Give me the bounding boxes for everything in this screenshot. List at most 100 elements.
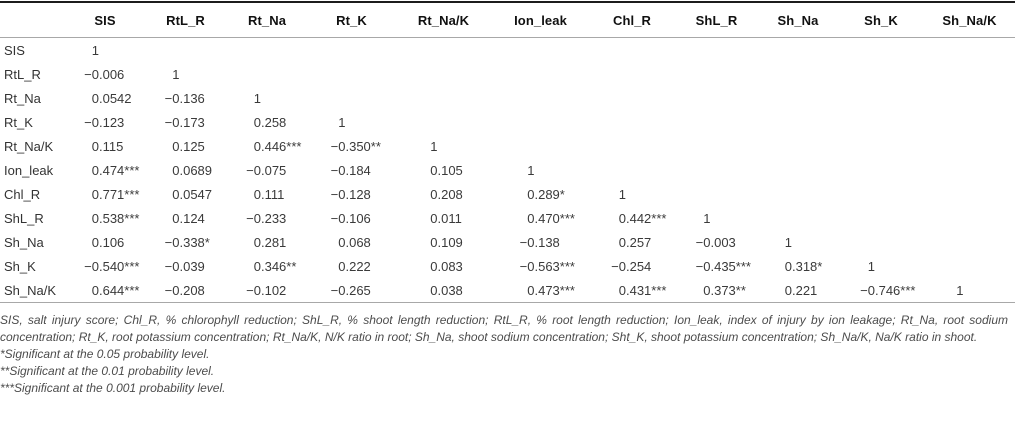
table-row: Sh_Na 0.106 −0.338* 0.281 0.068 0.109 −0.138 0.… — [0, 230, 1015, 254]
correlation-cell: −0.563*** — [519, 258, 575, 274]
correlation-cell: −0.075 — [246, 162, 287, 178]
column-header: Ion_leak — [514, 12, 567, 28]
correlation-cell: 0.115 — [91, 138, 124, 154]
correlation-cell — [838, 182, 924, 206]
row-label: Sh_K — [4, 258, 36, 274]
correlation-cell: 0.258 — [253, 114, 287, 130]
correlation-cell — [492, 134, 589, 158]
correlation-cell: 1 — [867, 258, 875, 274]
correlation-cell: 0.106 — [91, 234, 125, 250]
correlation-cell: 0.038 — [430, 282, 463, 298]
row-label: Chl_R — [4, 186, 41, 202]
row-label: Rt_Na — [4, 90, 41, 106]
correlation-cell: −0.338* — [164, 234, 210, 250]
row-label: Rt_K — [4, 114, 33, 130]
table-row: Sh_Na/K 0.644*** −0.208 −0.102 −0.265 0.038 0.… — [0, 278, 1015, 303]
column-header: Sh_K — [864, 12, 898, 28]
correlation-cell — [675, 134, 758, 158]
correlation-cell — [924, 254, 1015, 278]
table-row: Rt_Na/K 0.115 0.125 0.446*** −0.350** 1 — [0, 134, 1015, 158]
correlation-cell: −0.254 — [611, 258, 652, 274]
correlation-cell: 0.473*** — [527, 282, 575, 298]
correlation-cell: −0.039 — [164, 258, 205, 274]
correlation-cell — [758, 182, 838, 206]
correlation-cell — [758, 158, 838, 182]
column-header: Chl_R — [612, 12, 652, 28]
correlation-cell — [492, 110, 589, 134]
footnote-significance-0001: ***Significant at the 0.001 probability … — [0, 381, 226, 395]
footnote-abbreviations: SIS, salt injury score; Chl_R, % chlorop… — [0, 313, 1008, 344]
correlation-cell — [226, 62, 308, 86]
correlation-cell: 0.109 — [430, 234, 463, 250]
correlation-cell — [675, 62, 758, 86]
correlation-cell: 0.111 — [253, 186, 285, 202]
correlation-cell: 1 — [430, 138, 438, 154]
header-row: SIS RtL_R Rt_Na Rt_K Rt_Na/K Ion_leak Chl_R ShL… — [0, 2, 1015, 38]
correlation-cell — [838, 62, 924, 86]
correlation-cell — [675, 110, 758, 134]
correlation-cell: 0.083 — [430, 258, 463, 274]
correlation-cell — [145, 38, 226, 63]
correlation-cell: 0.771*** — [91, 186, 140, 202]
correlation-cell: −0.138 — [519, 234, 560, 250]
correlation-cell: 0.346** — [253, 258, 297, 274]
correlation-cell: 0.257 — [618, 234, 652, 250]
correlation-cell: −0.173 — [164, 114, 205, 130]
correlation-cell — [492, 38, 589, 63]
correlation-cell — [675, 38, 758, 63]
row-label: Sh_Na — [4, 234, 44, 250]
correlation-cell — [838, 110, 924, 134]
correlation-cell — [589, 110, 675, 134]
table-row: Sh_K −0.540*** −0.039 0.346** 0.222 0.083 −0.5… — [0, 254, 1015, 278]
correlation-cell — [395, 110, 492, 134]
table-footnotes: SIS, salt injury score; Chl_R, % chlorop… — [0, 312, 1008, 397]
correlation-cell: 0.373** — [703, 282, 746, 298]
correlation-cell: −0.102 — [246, 282, 287, 298]
correlation-cell — [838, 134, 924, 158]
correlation-cell — [589, 62, 675, 86]
correlation-cell: 1 — [703, 210, 711, 226]
correlation-cell: 0.011 — [430, 210, 462, 226]
correlation-cell: −0.435*** — [695, 258, 751, 274]
correlation-cell — [308, 62, 395, 86]
correlation-cell: 0.208 — [430, 186, 463, 202]
correlation-cell — [492, 86, 589, 110]
correlation-cell — [589, 86, 675, 110]
table-row: ShL_R 0.538*** 0.124 −0.233 −0.106 0.011 0.470… — [0, 206, 1015, 230]
correlation-cell: 0.474*** — [91, 162, 140, 178]
table-figure: SIS RtL_R Rt_Na Rt_K Rt_Na/K Ion_leak Chl_R ShL… — [0, 1, 1015, 397]
correlation-cell — [924, 230, 1015, 254]
correlation-cell: 1 — [618, 186, 626, 202]
correlation-cell: −0.746*** — [860, 282, 916, 298]
correlation-cell — [924, 134, 1015, 158]
correlation-cell — [758, 38, 838, 63]
correlation-cell — [226, 38, 308, 63]
correlation-cell — [308, 86, 395, 110]
correlation-cell: 0.222 — [338, 258, 371, 274]
correlation-cell — [758, 62, 838, 86]
column-header: Rt_Na/K — [417, 12, 470, 28]
correlation-cell: −0.208 — [164, 282, 205, 298]
column-header: Rt_Na — [247, 12, 287, 28]
correlation-cell: 0.442*** — [618, 210, 667, 226]
correlation-table: SIS RtL_R Rt_Na Rt_K Rt_Na/K Ion_leak Chl_R ShL… — [0, 1, 1015, 303]
correlation-cell — [758, 134, 838, 158]
footnote-significance-001: **Significant at the 0.01 probability le… — [0, 364, 215, 378]
correlation-cell — [675, 86, 758, 110]
correlation-cell — [758, 110, 838, 134]
column-header: Sh_Na — [777, 12, 819, 28]
table-row: SIS 1 — [0, 38, 1015, 63]
correlation-cell: 0.068 — [338, 234, 371, 250]
correlation-cell — [589, 38, 675, 63]
correlation-cell — [838, 206, 924, 230]
correlation-cell — [395, 86, 492, 110]
correlation-cell: −0.006 — [84, 66, 125, 82]
correlation-cell: 0.124 — [172, 210, 205, 226]
correlation-cell — [675, 158, 758, 182]
correlation-cell — [395, 62, 492, 86]
correlation-cell: 0.431*** — [618, 282, 667, 298]
correlation-cell — [924, 206, 1015, 230]
correlation-cell: −0.106 — [330, 210, 371, 226]
correlation-cell: 1 — [172, 66, 180, 82]
correlation-cell: 0.446*** — [253, 138, 302, 154]
